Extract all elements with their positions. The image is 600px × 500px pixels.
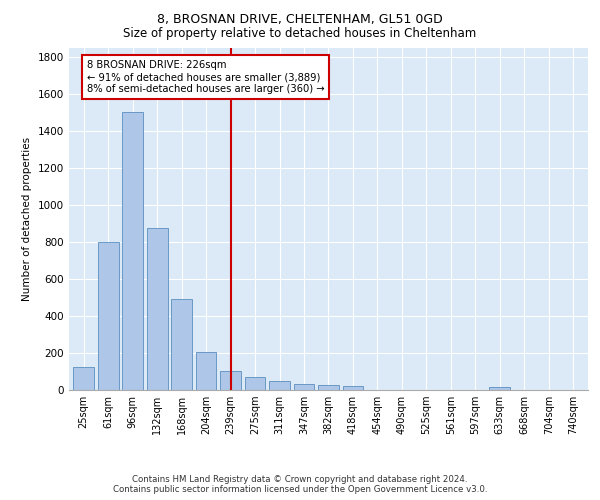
Text: 8 BROSNAN DRIVE: 226sqm
← 91% of detached houses are smaller (3,889)
8% of semi-: 8 BROSNAN DRIVE: 226sqm ← 91% of detache… [86, 60, 324, 94]
Y-axis label: Number of detached properties: Number of detached properties [22, 136, 32, 301]
Bar [147, 228, 167, 390]
Bar [490, 387, 510, 390]
Bar [171, 300, 192, 390]
Bar [269, 380, 290, 390]
Bar [318, 386, 339, 390]
Bar [98, 242, 119, 390]
Bar [122, 112, 143, 390]
Text: Size of property relative to detached houses in Cheltenham: Size of property relative to detached ho… [124, 28, 476, 40]
Text: 8, BROSNAN DRIVE, CHELTENHAM, GL51 0GD: 8, BROSNAN DRIVE, CHELTENHAM, GL51 0GD [157, 12, 443, 26]
Text: Contains HM Land Registry data © Crown copyright and database right 2024.
Contai: Contains HM Land Registry data © Crown c… [113, 474, 487, 494]
Bar [245, 377, 265, 390]
Bar [73, 367, 94, 390]
Bar [343, 386, 364, 390]
Bar [196, 352, 217, 390]
Bar [293, 384, 314, 390]
Bar [220, 370, 241, 390]
